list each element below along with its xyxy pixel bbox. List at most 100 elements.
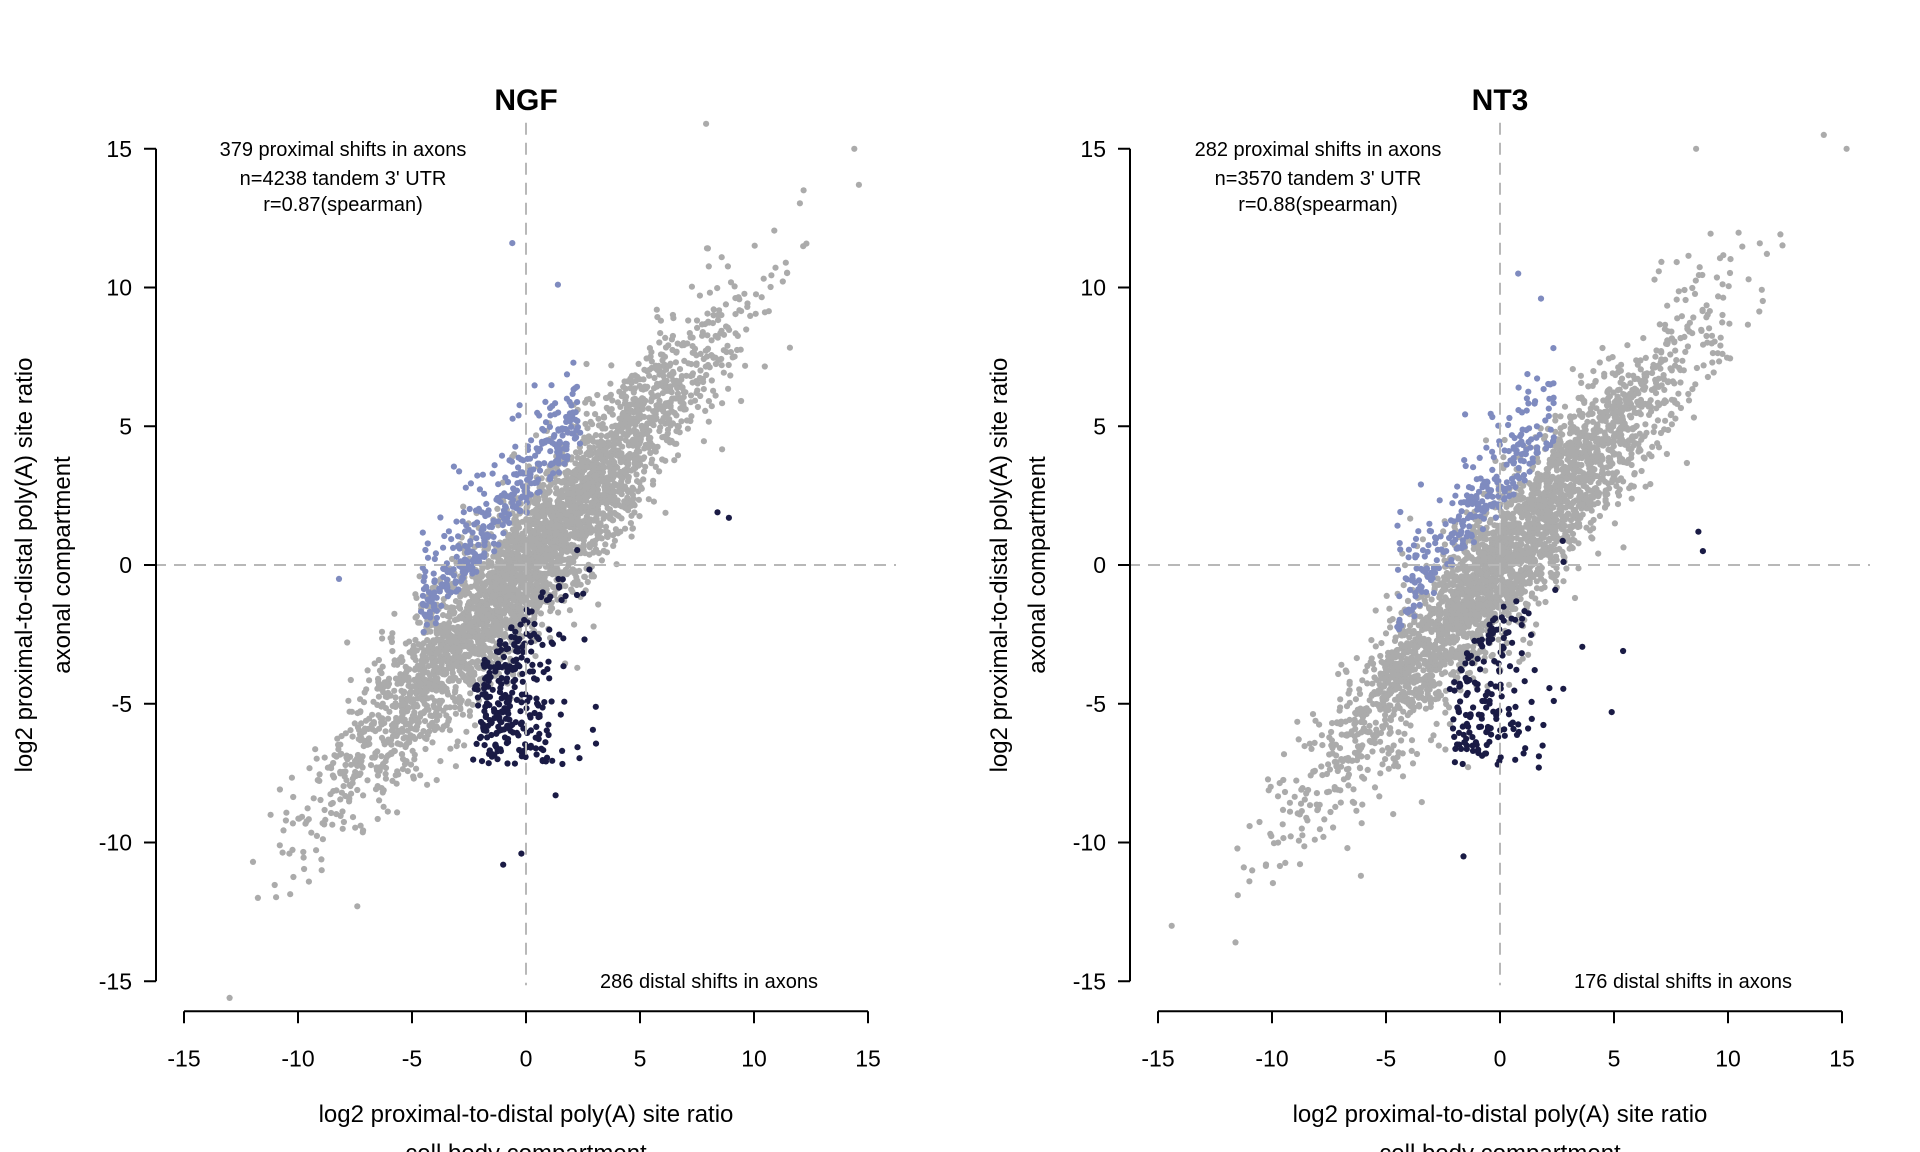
ngf-grey-point [389,702,396,710]
ngf-grey-point [729,354,736,361]
ngf-grey-point [392,675,400,682]
ngf-x-axis-label-line1: log2 proximal-to-distal poly(A) site rat… [319,1101,734,1128]
ngf-grey-point [360,792,367,799]
ngf-grey-point [402,640,409,647]
ngf-proximal-shift-point [490,517,497,525]
ngf-grey-point [435,637,442,644]
ngf-distal-shift-point [481,685,488,692]
ngf-grey-point [699,332,706,339]
ngf-distal-shift-point [527,714,534,721]
ngf-grey-point [466,614,473,621]
ngf-grey-point [752,291,760,298]
ngf-grey-point [573,581,580,589]
ngf-grey-point [347,676,354,684]
ngf-grey-point [333,811,340,818]
ngf-grey-point [727,279,735,286]
ngf-grey-point [457,593,464,600]
ngf-grey-point [617,459,625,466]
ngf-grey-point [643,355,650,362]
ngf-grey-point [361,725,369,732]
ngf-proximal-shift-point [515,464,522,471]
ngf-proximal-shift-point [488,523,495,531]
ngf-grey-point [709,353,717,360]
ngf-grey-point [595,415,602,422]
ngf-proximal-shift-point [479,471,486,478]
ngf-grey-point [457,704,464,711]
ngf-grey-point [591,473,599,481]
ngf-distal-shift-point [534,701,541,708]
ngf-grey-point [374,748,381,755]
ngf-grey-point [438,680,445,688]
ngf-grey-point [536,602,543,609]
ngf-proximal-shift-point [422,546,429,554]
ngf-grey-point [438,657,446,665]
ngf-distal-shift-point [480,727,487,734]
ngf-grey-point [679,384,686,391]
ngf-grey-point [609,411,616,418]
ngf-distal-shift-point [481,708,488,715]
ngf-proximal-shift-point [569,409,577,416]
ngf-grey-point [355,736,362,743]
ngf-proximal-shift-point [448,536,455,543]
ngf-grey-point [505,546,512,553]
ngf-grey-point [515,605,522,612]
ngf-grey-point [650,422,657,429]
ngf-grey-point [669,346,676,354]
ngf-grey-point [349,733,356,740]
ngf-grey-point [382,770,389,778]
ngf-distal-shift-point [546,675,553,682]
ngf-grey-point [476,607,483,614]
ngf-grey-point [515,524,523,531]
ngf-grey-point [463,728,470,735]
ngf-distal-shift-point [517,621,524,628]
ngf-proximal-shift-point [560,454,568,461]
ngf-grey-point [508,601,515,609]
ngf-grey-point [411,666,418,673]
ngf-grey-point [487,614,494,621]
ngf-grey-point [704,310,711,317]
ngf-grey-point [400,675,407,683]
ngf-distal-shift-point [493,743,500,751]
ngf-grey-point [534,540,541,547]
ngf-proximal-shift-point [438,602,445,610]
ngf-grey-point [313,755,320,762]
ngf-grey-point [689,343,696,350]
ngf-distal-shift-point [524,657,531,664]
ngf-grey-point [624,459,631,467]
ngf-grey-point [545,489,552,496]
ngf-grey-point [659,456,666,463]
ngf-grey-point [685,317,692,324]
ngf-grey-point [612,502,619,509]
ngf-grey-point [584,436,592,443]
ngf-grey-point [226,994,233,1002]
ngf-distal-shift-point [518,719,525,726]
ngf-grey-point [694,387,701,394]
ngf-proximal-shift-point [527,474,534,481]
ngf-proximal-shift-point [570,359,577,366]
nt3-grey-point [1320,833,1327,841]
ngf-distal-shift-point [518,691,526,698]
ngf-grey-point [453,661,460,668]
ngf-grey-point [693,317,701,324]
ngf-grey-point [752,310,759,317]
ngf-grey-point [457,699,464,707]
ngf-grey-point [595,502,602,509]
ngf-grey-point [641,445,648,452]
ngf-grey-point [767,283,774,291]
ngf-grey-point [468,623,475,630]
ngf-distal-shift-point [529,668,537,675]
ngf-grey-point [512,544,520,551]
ngf-grey-point [605,439,612,446]
ngf-distal-shift-point [535,714,542,721]
ngf-grey-point [501,630,509,638]
ngf-distal-shift-point [509,729,517,736]
ngf-grey-point [625,442,633,449]
ngf-grey-point [589,421,596,428]
ngf-grey-point [426,649,433,656]
ngf-grey-point [398,715,405,723]
ngf-proximal-shift-point [559,425,566,432]
ngf-grey-point [659,405,666,412]
ngf-grey-point [391,687,398,694]
